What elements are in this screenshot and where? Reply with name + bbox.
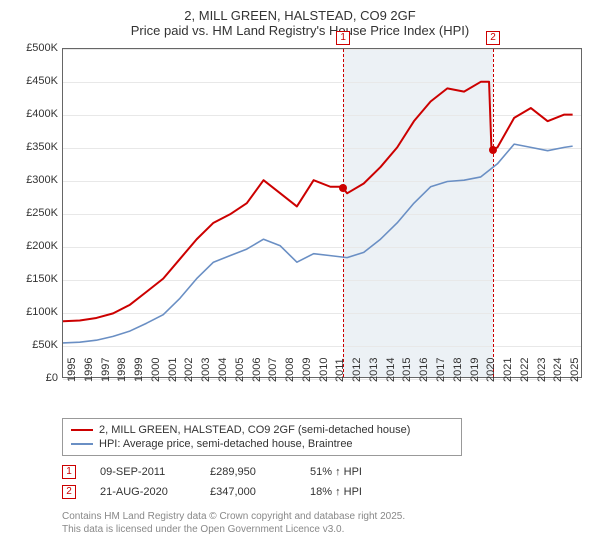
x-tick-label: 1996 [83, 358, 95, 382]
footer-line-1: Contains HM Land Registry data © Crown c… [62, 510, 588, 523]
x-tick-label: 1999 [133, 358, 145, 382]
sale-diff: 51% ↑ HPI [310, 466, 410, 478]
legend-item: HPI: Average price, semi-detached house,… [71, 437, 453, 451]
x-tick-label: 2002 [183, 358, 195, 382]
y-tick-label: £250K [12, 207, 58, 219]
x-tick-label: 2020 [485, 358, 497, 382]
x-tick-label: 2022 [519, 358, 531, 382]
sale-price: £347,000 [210, 486, 310, 498]
x-tick-label: 2006 [251, 358, 263, 382]
y-tick-label: £200K [12, 240, 58, 252]
y-tick-label: £350K [12, 141, 58, 153]
y-tick-label: £150K [12, 273, 58, 285]
title-line-2: Price paid vs. HM Land Registry's House … [12, 23, 588, 38]
x-tick-label: 2013 [368, 358, 380, 382]
x-tick-label: 2003 [200, 358, 212, 382]
x-tick-label: 2024 [552, 358, 564, 382]
sale-marker-dot [339, 184, 347, 192]
x-tick-label: 2015 [401, 358, 413, 382]
plot-area: 12 [62, 48, 582, 378]
title-block: 2, MILL GREEN, HALSTEAD, CO9 2GF Price p… [12, 8, 588, 38]
vline-marker: 1 [336, 31, 350, 45]
title-line-1: 2, MILL GREEN, HALSTEAD, CO9 2GF [12, 8, 588, 23]
legend-item: 2, MILL GREEN, HALSTEAD, CO9 2GF (semi-d… [71, 423, 453, 437]
y-tick-label: £100K [12, 306, 58, 318]
footer-line-2: This data is licensed under the Open Gov… [62, 523, 588, 536]
sale-date: 21-AUG-2020 [100, 486, 210, 498]
x-tick-label: 2017 [435, 358, 447, 382]
legend: 2, MILL GREEN, HALSTEAD, CO9 2GF (semi-d… [62, 418, 462, 456]
x-tick-label: 2007 [267, 358, 279, 382]
chart-container: 2, MILL GREEN, HALSTEAD, CO9 2GF Price p… [0, 0, 600, 560]
sale-price: £289,950 [210, 466, 310, 478]
y-tick-label: £300K [12, 174, 58, 186]
x-tick-label: 2023 [536, 358, 548, 382]
x-tick-label: 2012 [351, 358, 363, 382]
x-tick-label: 2001 [167, 358, 179, 382]
x-tick-label: 2008 [284, 358, 296, 382]
y-tick-label: £400K [12, 108, 58, 120]
y-tick-label: £50K [12, 339, 58, 351]
sales-table: 1 09-SEP-2011 £289,950 51% ↑ HPI 2 21-AU… [62, 462, 588, 502]
sale-marker-box: 2 [62, 485, 76, 499]
x-tick-label: 2021 [502, 358, 514, 382]
sale-date: 09-SEP-2011 [100, 466, 210, 478]
x-tick-label: 2011 [334, 358, 346, 382]
x-tick-label: 2004 [217, 358, 229, 382]
x-tick-label: 2025 [569, 358, 581, 382]
x-tick-label: 2000 [150, 358, 162, 382]
x-tick-label: 2009 [301, 358, 313, 382]
x-tick-label: 2019 [469, 358, 481, 382]
sale-row: 2 21-AUG-2020 £347,000 18% ↑ HPI [62, 482, 588, 502]
legend-swatch [71, 429, 93, 431]
y-tick-label: £0 [12, 372, 58, 384]
x-tick-label: 2005 [234, 358, 246, 382]
sale-diff: 18% ↑ HPI [310, 486, 410, 498]
vline-marker: 2 [486, 31, 500, 45]
legend-swatch [71, 443, 93, 445]
y-tick-label: £500K [12, 42, 58, 54]
legend-label: HPI: Average price, semi-detached house,… [99, 438, 353, 450]
x-tick-label: 2014 [385, 358, 397, 382]
x-tick-label: 2016 [418, 358, 430, 382]
footer: Contains HM Land Registry data © Crown c… [62, 510, 588, 536]
y-tick-label: £450K [12, 75, 58, 87]
sale-marker-box: 1 [62, 465, 76, 479]
sale-row: 1 09-SEP-2011 £289,950 51% ↑ HPI [62, 462, 588, 482]
x-tick-label: 1998 [116, 358, 128, 382]
x-tick-label: 2018 [452, 358, 464, 382]
sale-marker-dot [489, 146, 497, 154]
x-tick-label: 1997 [100, 358, 112, 382]
x-tick-label: 1995 [66, 358, 78, 382]
legend-label: 2, MILL GREEN, HALSTEAD, CO9 2GF (semi-d… [99, 424, 410, 436]
chart: 12 £0 £50K £100K £150K £200K £250K £300K £350K £… [12, 44, 588, 414]
x-tick-label: 2010 [318, 358, 330, 382]
